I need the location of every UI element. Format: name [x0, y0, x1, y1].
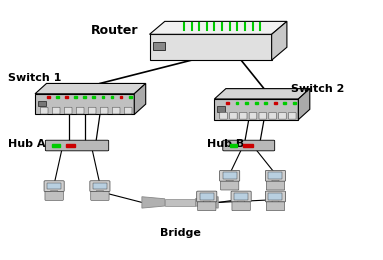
Polygon shape	[142, 197, 165, 208]
Polygon shape	[50, 191, 58, 192]
FancyBboxPatch shape	[265, 170, 285, 181]
Polygon shape	[237, 201, 245, 203]
FancyBboxPatch shape	[112, 107, 120, 114]
Bar	[74, 96, 77, 99]
Bar	[200, 193, 214, 200]
Bar	[47, 183, 61, 190]
FancyBboxPatch shape	[259, 112, 267, 119]
Bar	[129, 96, 132, 99]
FancyBboxPatch shape	[38, 101, 46, 106]
FancyBboxPatch shape	[198, 202, 216, 211]
Text: Hub B: Hub B	[207, 139, 244, 149]
Bar	[245, 102, 248, 104]
FancyBboxPatch shape	[266, 181, 285, 190]
Bar	[230, 144, 237, 147]
Bar	[264, 102, 267, 104]
Bar	[236, 102, 239, 104]
Bar	[83, 96, 86, 99]
Bar	[65, 144, 75, 147]
FancyBboxPatch shape	[153, 42, 165, 50]
Polygon shape	[35, 94, 134, 114]
FancyBboxPatch shape	[239, 112, 247, 119]
FancyBboxPatch shape	[91, 192, 109, 200]
Bar	[111, 96, 113, 99]
FancyBboxPatch shape	[40, 107, 48, 114]
FancyBboxPatch shape	[197, 191, 217, 202]
Text: Switch 2: Switch 2	[291, 84, 344, 94]
FancyBboxPatch shape	[90, 181, 110, 192]
Text: Bridge: Bridge	[160, 228, 200, 238]
Polygon shape	[96, 191, 104, 192]
FancyBboxPatch shape	[88, 107, 96, 114]
Polygon shape	[214, 99, 298, 120]
FancyBboxPatch shape	[76, 107, 84, 114]
Bar	[268, 193, 283, 200]
Polygon shape	[165, 199, 195, 206]
FancyBboxPatch shape	[229, 112, 237, 119]
Polygon shape	[149, 34, 272, 60]
FancyBboxPatch shape	[231, 191, 251, 202]
FancyBboxPatch shape	[269, 112, 277, 119]
Bar	[226, 102, 229, 104]
Bar	[93, 183, 107, 190]
Bar	[268, 172, 283, 179]
Polygon shape	[272, 21, 287, 60]
FancyBboxPatch shape	[220, 112, 228, 119]
Bar	[56, 96, 59, 99]
Bar	[255, 102, 257, 104]
Polygon shape	[35, 83, 146, 94]
Polygon shape	[149, 21, 287, 34]
Bar	[47, 96, 49, 99]
Polygon shape	[134, 83, 146, 114]
Text: Switch 1: Switch 1	[8, 73, 62, 83]
Polygon shape	[272, 201, 279, 203]
FancyBboxPatch shape	[266, 202, 285, 211]
Text: Hub A: Hub A	[8, 139, 46, 149]
Bar	[120, 96, 123, 99]
FancyBboxPatch shape	[52, 107, 60, 114]
FancyBboxPatch shape	[64, 107, 72, 114]
Polygon shape	[226, 180, 234, 182]
FancyBboxPatch shape	[45, 192, 63, 200]
FancyBboxPatch shape	[288, 112, 296, 119]
Bar	[52, 144, 60, 147]
FancyBboxPatch shape	[124, 107, 132, 114]
FancyBboxPatch shape	[249, 112, 257, 119]
FancyBboxPatch shape	[45, 140, 109, 151]
Polygon shape	[272, 180, 279, 182]
Bar	[293, 102, 296, 104]
Polygon shape	[195, 197, 218, 208]
Polygon shape	[203, 201, 211, 203]
FancyBboxPatch shape	[232, 202, 250, 211]
FancyBboxPatch shape	[221, 181, 239, 190]
Polygon shape	[214, 89, 310, 99]
FancyBboxPatch shape	[217, 106, 226, 112]
Polygon shape	[298, 89, 310, 120]
Bar	[65, 96, 68, 99]
FancyBboxPatch shape	[100, 107, 108, 114]
Bar	[283, 102, 286, 104]
Bar	[274, 102, 277, 104]
Bar	[243, 144, 252, 147]
Text: Router: Router	[90, 24, 138, 37]
FancyBboxPatch shape	[219, 170, 240, 181]
FancyBboxPatch shape	[44, 181, 64, 192]
Bar	[234, 193, 248, 200]
FancyBboxPatch shape	[223, 140, 275, 151]
FancyBboxPatch shape	[265, 191, 285, 202]
Bar	[101, 96, 104, 99]
Bar	[92, 96, 95, 99]
FancyBboxPatch shape	[278, 112, 286, 119]
Bar	[223, 172, 237, 179]
